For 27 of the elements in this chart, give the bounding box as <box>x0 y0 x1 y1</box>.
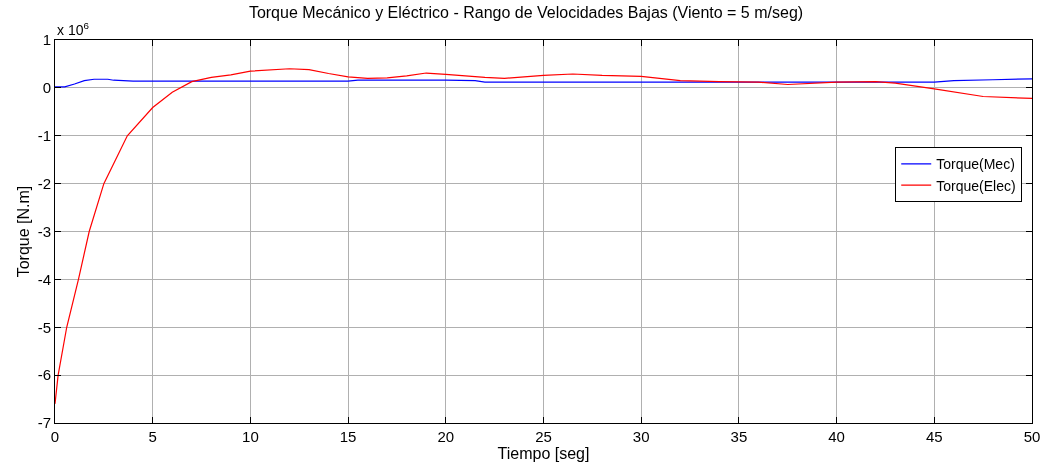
line-series <box>55 68 1032 405</box>
y-axis-title: Torque [N.m] <box>14 185 32 278</box>
y-tick-label: -3 <box>37 222 51 240</box>
y-tick-label: -6 <box>37 366 51 384</box>
x-tick-label: 10 <box>242 428 259 445</box>
x-tick-label: 50 <box>1023 428 1041 445</box>
legend-label: Torque(Mec) <box>936 156 1015 173</box>
x-tick-label: 25 <box>535 428 552 445</box>
x-tick-label: 40 <box>828 428 845 445</box>
chart-title: Torque Mecánico y Eléctrico - Rango de Velocidades Bajas (Viento = 5 m/seg) <box>248 4 804 22</box>
y-tick-label: 1 <box>42 31 51 49</box>
y-tick-label: -5 <box>37 318 51 336</box>
x-tick-label: 5 <box>148 428 157 445</box>
x-tick-label: 20 <box>437 428 455 445</box>
x-axis-title: Tiempo [seg] <box>497 445 590 462</box>
y-tick-label: 0 <box>42 79 51 97</box>
y-tick-label: -2 <box>37 174 51 192</box>
x-tick-label: 15 <box>339 428 357 445</box>
y-tick-label: -7 <box>37 414 51 432</box>
text: x 10$^{6}$ <box>57 20 90 38</box>
x-tick-label: 30 <box>632 428 650 445</box>
x-tick-label: 35 <box>730 428 748 445</box>
legend-label: Torque(Elec) <box>936 177 1016 194</box>
y-tick-label: -4 <box>37 270 51 288</box>
line-series <box>55 78 1032 88</box>
x-tick-label: 45 <box>925 428 943 445</box>
y-tick-label: -1 <box>37 127 51 144</box>
